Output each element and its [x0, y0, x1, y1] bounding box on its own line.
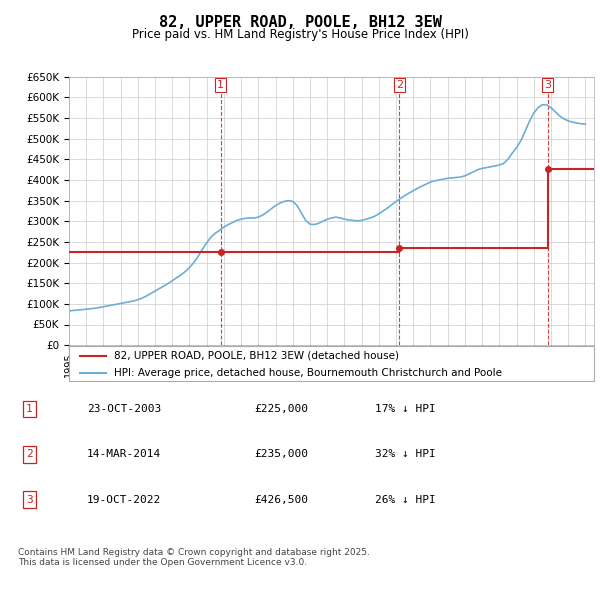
- Text: 32% ↓ HPI: 32% ↓ HPI: [375, 450, 436, 459]
- Text: £426,500: £426,500: [254, 494, 308, 504]
- FancyBboxPatch shape: [69, 346, 594, 381]
- Text: HPI: Average price, detached house, Bournemouth Christchurch and Poole: HPI: Average price, detached house, Bour…: [113, 368, 502, 378]
- Text: 2: 2: [396, 80, 403, 90]
- Text: 23-OCT-2003: 23-OCT-2003: [87, 404, 161, 414]
- Text: 3: 3: [544, 80, 551, 90]
- Text: Contains HM Land Registry data © Crown copyright and database right 2025.
This d: Contains HM Land Registry data © Crown c…: [18, 548, 370, 567]
- Text: Price paid vs. HM Land Registry's House Price Index (HPI): Price paid vs. HM Land Registry's House …: [131, 28, 469, 41]
- Text: 82, UPPER ROAD, POOLE, BH12 3EW (detached house): 82, UPPER ROAD, POOLE, BH12 3EW (detache…: [113, 350, 398, 360]
- Text: 19-OCT-2022: 19-OCT-2022: [87, 494, 161, 504]
- Text: £225,000: £225,000: [254, 404, 308, 414]
- Text: £235,000: £235,000: [254, 450, 308, 459]
- Text: 2: 2: [26, 450, 32, 459]
- Text: 14-MAR-2014: 14-MAR-2014: [87, 450, 161, 459]
- Text: 1: 1: [217, 80, 224, 90]
- Text: 82, UPPER ROAD, POOLE, BH12 3EW: 82, UPPER ROAD, POOLE, BH12 3EW: [158, 15, 442, 30]
- Text: 1: 1: [26, 404, 32, 414]
- Text: 3: 3: [26, 494, 32, 504]
- Text: 17% ↓ HPI: 17% ↓ HPI: [375, 404, 436, 414]
- Text: 26% ↓ HPI: 26% ↓ HPI: [375, 494, 436, 504]
